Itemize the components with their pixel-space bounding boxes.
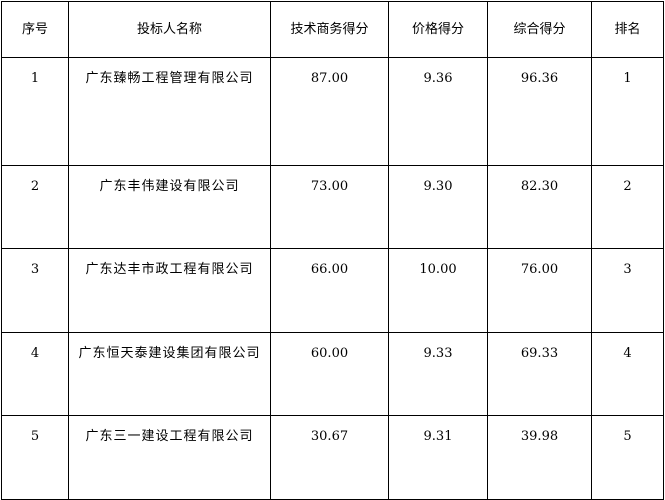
cell-no: 2 xyxy=(1,165,69,249)
cell-name: 广东三一建设工程有限公司 xyxy=(68,415,271,500)
cell-no: 4 xyxy=(1,332,69,416)
cell-rank: 2 xyxy=(591,165,664,249)
cell-name: 广东丰伟建设有限公司 xyxy=(68,165,271,249)
header-row: 序号 投标人名称 技术商务得分 价格得分 综合得分 排名 xyxy=(1,1,664,58)
header-rank: 排名 xyxy=(591,1,664,58)
cell-rank: 3 xyxy=(591,248,664,333)
cell-rank: 4 xyxy=(591,332,664,416)
cell-total: 39.98 xyxy=(487,415,592,500)
cell-name: 广东恒天泰建设集团有限公司 xyxy=(68,332,271,416)
cell-name: 广东达丰市政工程有限公司 xyxy=(68,248,271,333)
cell-total: 76.00 xyxy=(487,248,592,333)
cell-price: 9.33 xyxy=(388,332,488,416)
cell-tech: 73.00 xyxy=(270,165,389,249)
cell-total: 96.36 xyxy=(487,57,592,166)
table-row: 3 广东达丰市政工程有限公司 66.00 10.00 76.00 3 xyxy=(1,248,664,333)
cell-price: 9.36 xyxy=(388,57,488,166)
table-row: 2 广东丰伟建设有限公司 73.00 9.30 82.30 2 xyxy=(1,165,664,249)
table-row: 5 广东三一建设工程有限公司 30.67 9.31 39.98 5 xyxy=(1,415,664,500)
cell-price: 10.00 xyxy=(388,248,488,333)
cell-total: 82.30 xyxy=(487,165,592,249)
header-no: 序号 xyxy=(1,1,69,58)
header-total: 综合得分 xyxy=(487,1,592,58)
cell-total: 69.33 xyxy=(487,332,592,416)
cell-name: 广东臻畅工程管理有限公司 xyxy=(68,57,271,166)
cell-tech: 66.00 xyxy=(270,248,389,333)
cell-price: 9.30 xyxy=(388,165,488,249)
cell-no: 1 xyxy=(1,57,69,166)
cell-tech: 30.67 xyxy=(270,415,389,500)
cell-tech: 60.00 xyxy=(270,332,389,416)
cell-price: 9.31 xyxy=(388,415,488,500)
cell-no: 3 xyxy=(1,248,69,333)
cell-tech: 87.00 xyxy=(270,57,389,166)
cell-no: 5 xyxy=(1,415,69,500)
table-row: 4 广东恒天泰建设集团有限公司 60.00 9.33 69.33 4 xyxy=(1,332,664,416)
header-name: 投标人名称 xyxy=(68,1,271,58)
header-tech: 技术商务得分 xyxy=(270,1,389,58)
table-row: 1 广东臻畅工程管理有限公司 87.00 9.36 96.36 1 xyxy=(1,57,664,166)
header-price: 价格得分 xyxy=(388,1,488,58)
cell-rank: 5 xyxy=(591,415,664,500)
cell-rank: 1 xyxy=(591,57,664,166)
